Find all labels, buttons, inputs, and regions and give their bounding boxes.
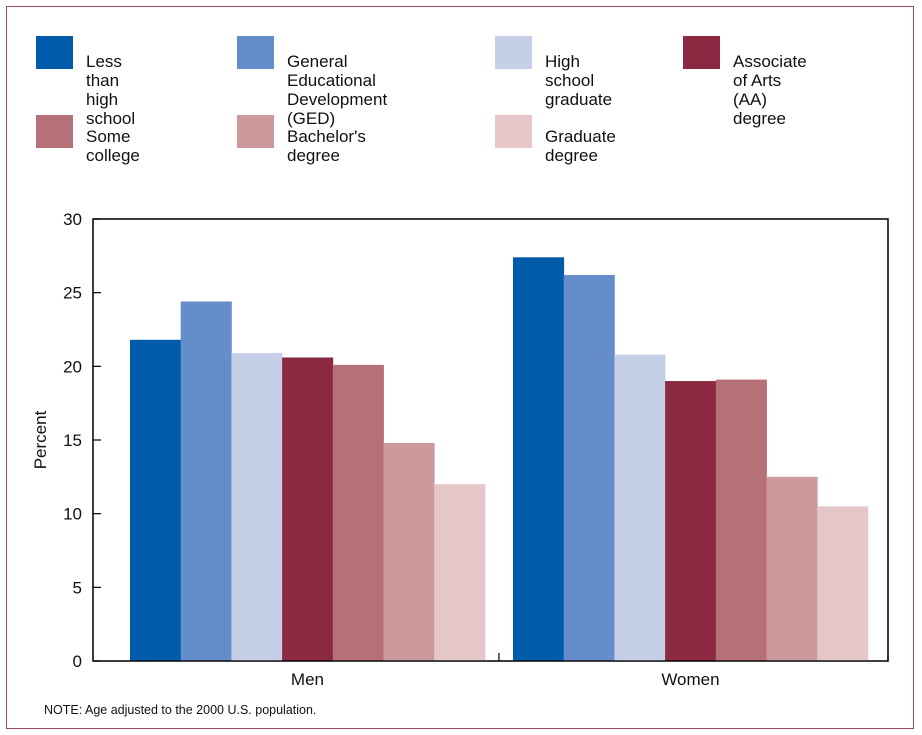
bar	[817, 506, 869, 661]
y-tick-label: 5	[73, 578, 82, 597]
legend-label: Some college	[86, 127, 140, 165]
bar	[383, 442, 435, 661]
bar	[665, 381, 717, 661]
y-tick-label: 30	[63, 210, 82, 229]
x-tick-label: Men	[291, 670, 324, 689]
legend-label: General Educational Development (GED)	[287, 52, 388, 128]
bar	[180, 301, 232, 661]
y-tick-label: 0	[73, 652, 82, 671]
y-axis-label: Percent	[31, 410, 50, 469]
bar	[614, 354, 666, 661]
x-tick-label: Women	[661, 670, 719, 689]
legend-swatch	[237, 115, 274, 148]
legend-swatch	[495, 36, 532, 69]
legend-label: High school graduate	[545, 52, 613, 109]
bar	[282, 357, 334, 661]
bar	[130, 339, 182, 661]
legend-label: Bachelor's degree	[287, 127, 366, 165]
bar	[766, 476, 818, 661]
y-tick-label: 10	[63, 505, 82, 524]
y-tick-label: 15	[63, 431, 82, 450]
legend-swatch	[36, 115, 73, 148]
y-tick-label: 25	[63, 284, 82, 303]
bar	[563, 274, 615, 661]
bar	[715, 379, 767, 661]
bar	[231, 353, 283, 661]
legend-swatch	[683, 36, 720, 69]
legend-swatch	[495, 115, 532, 148]
bar	[513, 257, 565, 661]
legend-label: Graduate degree	[545, 127, 616, 165]
legend-label: Less than high school	[86, 52, 136, 128]
bar	[332, 364, 384, 661]
bar	[434, 484, 486, 661]
legend-swatch	[36, 36, 73, 69]
y-tick-label: 20	[63, 357, 82, 376]
footnote: NOTE: Age adjusted to the 2000 U.S. popu…	[44, 703, 317, 717]
plot-area-border	[92, 218, 889, 662]
legend-label: Associate of Arts (AA) degree	[733, 52, 807, 128]
legend-swatch	[237, 36, 274, 69]
